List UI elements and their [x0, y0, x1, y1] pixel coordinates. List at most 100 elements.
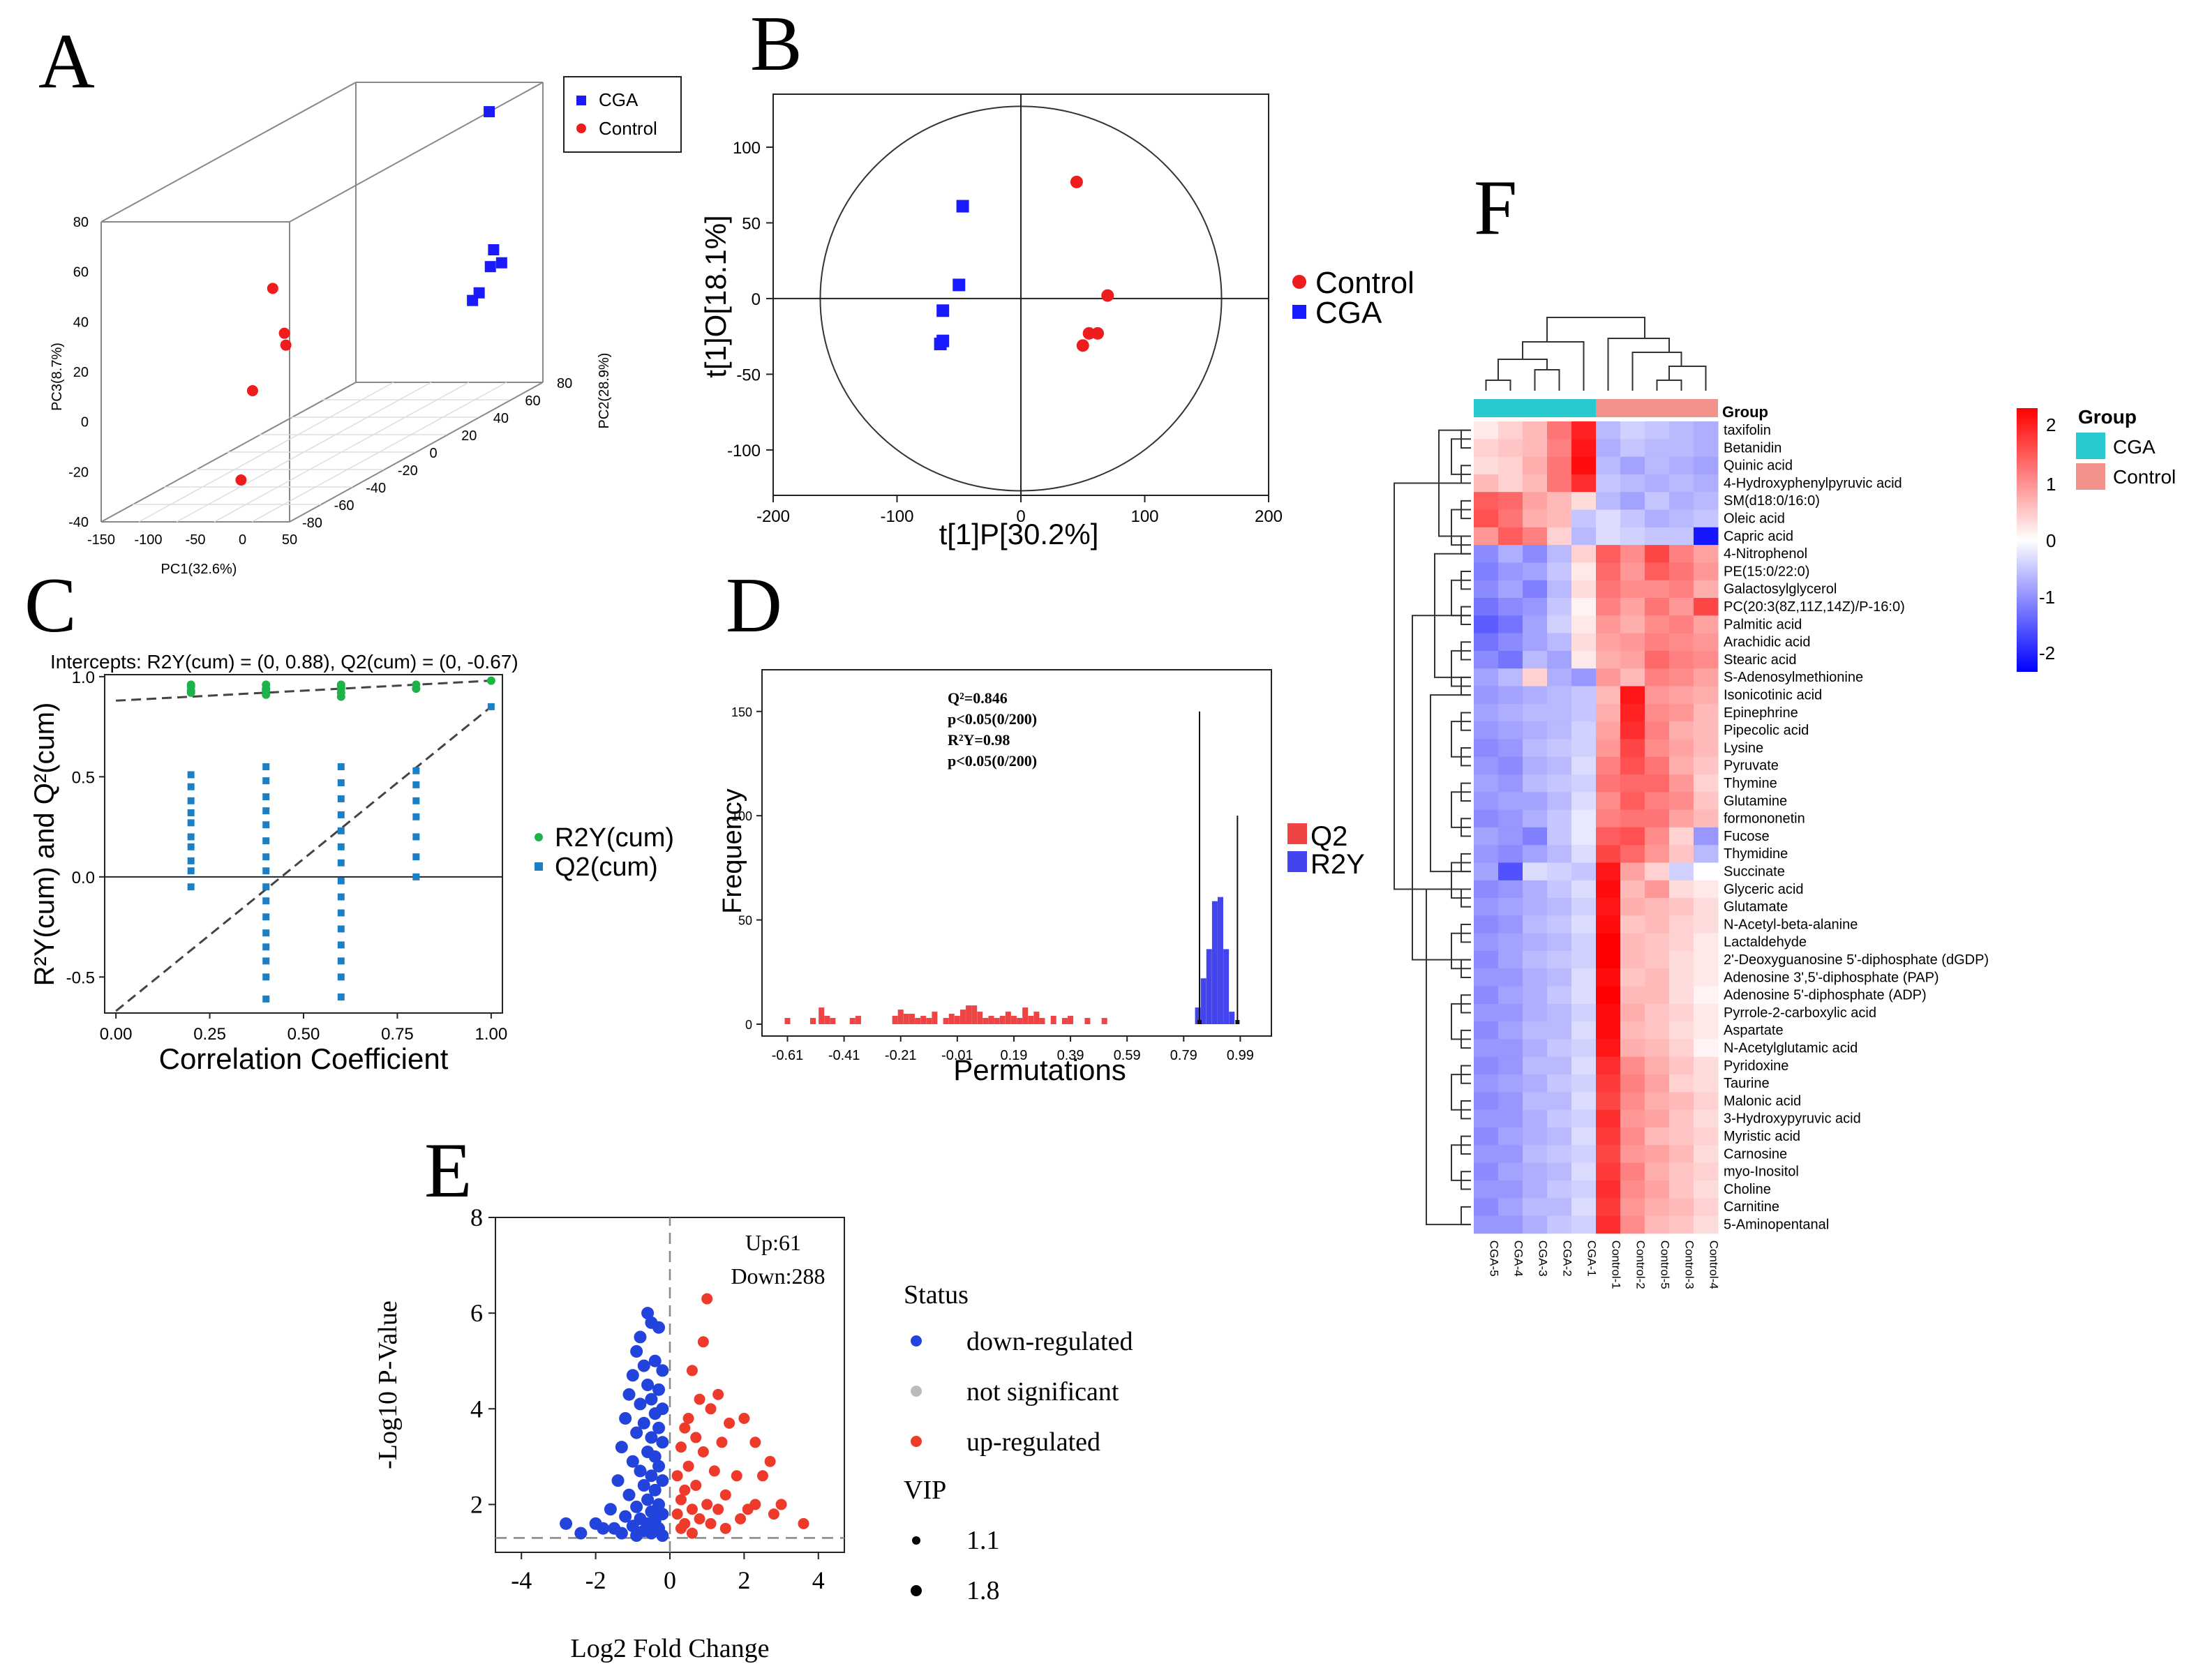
hist-q2-bar — [903, 1014, 909, 1024]
heatmap-cell — [1474, 1003, 1499, 1022]
pca3d-cga-point — [467, 294, 479, 306]
heatmap-cell — [1596, 421, 1621, 440]
volcano-legend-status-title: Status — [904, 1280, 969, 1310]
heatmap-column-dendrogram-branch — [1485, 380, 1511, 391]
heatmap-cell — [1620, 633, 1645, 652]
heatmap-row-label: Isonicotinic acid — [1724, 687, 1822, 703]
heatmap-cell — [1474, 1109, 1499, 1128]
volcano-down-point — [637, 1479, 650, 1492]
heatmap-cell — [1596, 650, 1621, 669]
heatmap-cell — [1571, 598, 1597, 616]
heatmap-cell — [1474, 474, 1499, 493]
heatmap-cell — [1596, 1039, 1621, 1058]
heatmap-legend-cga-swatch — [2076, 433, 2105, 459]
heatmap-cell — [1645, 1109, 1670, 1128]
heatmap-cell — [1547, 509, 1572, 528]
hist-q2-bar — [849, 1018, 856, 1024]
volcano-up-point — [712, 1503, 724, 1515]
hist-xtick: -0.21 — [885, 1048, 917, 1063]
heatmap-cell — [1523, 1056, 1548, 1075]
heatmap-cell — [1498, 545, 1523, 563]
heatmap-cell — [1620, 986, 1645, 1005]
perm-q2-point — [262, 763, 270, 771]
heatmap-cell — [1669, 792, 1694, 811]
heatmap-cell — [1694, 845, 1719, 863]
hist-q2-bar — [1050, 1016, 1056, 1024]
heatmap-group-cell — [1669, 399, 1694, 417]
heatmap-cell — [1523, 527, 1548, 546]
heatmap-cell — [1645, 474, 1670, 493]
heatmap-cell — [1474, 562, 1499, 581]
heatmap-cell — [1669, 509, 1694, 528]
heatmap-cell — [1547, 721, 1572, 740]
heatmap-group-cell — [1571, 399, 1596, 417]
panel-c-permutation: Intercepts: R2Y(cum) = (0, 0.88), Q2(cum… — [29, 651, 674, 1075]
volcano-up-point — [775, 1499, 787, 1510]
heatmap-cell — [1498, 774, 1523, 793]
perm-q2-point — [262, 943, 270, 951]
heatmap-cell — [1498, 439, 1523, 458]
heatmap-cell — [1596, 474, 1621, 493]
heatmap-cell — [1523, 474, 1548, 493]
perm-q2-point — [262, 957, 270, 965]
volcano-down-point — [652, 1383, 666, 1396]
oplsda-xtick: 0 — [1016, 507, 1025, 526]
perm-q2-point — [337, 925, 345, 933]
perm-q2-point — [187, 771, 195, 779]
heatmap-cell — [1596, 456, 1621, 475]
perm-q2-point — [262, 973, 270, 981]
volcano-down-point — [648, 1407, 662, 1420]
pca3d-zlabel: PC3(8.7%) — [50, 343, 65, 411]
hist-xtick: -0.01 — [941, 1048, 973, 1063]
heatmap-cell — [1547, 827, 1572, 846]
heatmap-cell — [1694, 703, 1719, 722]
hist-ytick: 50 — [738, 914, 752, 928]
heatmap-cell — [1645, 986, 1670, 1005]
heatmap-cell — [1669, 1109, 1694, 1128]
hist-xtick: 0.99 — [1227, 1048, 1254, 1063]
heatmap-cell — [1523, 1003, 1548, 1022]
pca3d-cga-point — [484, 261, 496, 273]
volcano-legend-down-marker — [911, 1335, 922, 1347]
heatmap-row-label: Epinephrine — [1724, 705, 1798, 721]
hist-q2-bar — [1039, 1018, 1045, 1024]
volcano-up-point — [675, 1522, 687, 1534]
heatmap-cell — [1620, 509, 1645, 528]
heatmap-row-dendrogram-branch — [1426, 888, 1471, 1226]
heatmap-row-label: myo-Inositol — [1724, 1164, 1799, 1180]
hist-annotation-q2: Q²=0.846 — [948, 689, 1008, 707]
heatmap-cell — [1596, 439, 1621, 458]
heatmap-cell — [1498, 1215, 1523, 1234]
heatmap-cell — [1474, 933, 1499, 952]
heatmap-cell — [1596, 827, 1621, 846]
heatmap-cell — [1669, 545, 1694, 563]
volcano-down-point — [619, 1510, 632, 1523]
volcano-up-point — [686, 1503, 698, 1515]
heatmap-cell — [1694, 1162, 1719, 1181]
perm-q2-point — [187, 857, 195, 864]
heatmap-cell — [1523, 545, 1548, 563]
heatmap-cell — [1694, 1003, 1719, 1022]
heatmap-row-dendrogram-branch — [1451, 791, 1471, 828]
heatmap-cell — [1620, 1162, 1645, 1181]
heatmap-cell — [1620, 421, 1645, 440]
heatmap-cell — [1669, 633, 1694, 652]
volcano-down-point — [641, 1307, 655, 1320]
heatmap-cell — [1498, 933, 1523, 952]
heatmap-cell — [1474, 1092, 1499, 1111]
heatmap-cell — [1669, 986, 1694, 1005]
heatmap-row-dendrogram-branch — [1394, 482, 1471, 890]
heatmap-cell — [1669, 739, 1694, 758]
heatmap-cell — [1547, 845, 1572, 863]
heatmap-cell — [1474, 527, 1499, 546]
heatmap-cell — [1498, 792, 1523, 811]
heatmap-cell — [1694, 1127, 1719, 1146]
heatmap-cell — [1669, 1074, 1694, 1093]
volcano-down-point — [641, 1493, 655, 1506]
heatmap-cell — [1669, 1056, 1694, 1075]
heatmap-cell — [1620, 915, 1645, 934]
heatmap-cell — [1645, 1215, 1670, 1234]
heatmap-cell — [1523, 1127, 1548, 1146]
volcano-down-point — [652, 1421, 666, 1434]
